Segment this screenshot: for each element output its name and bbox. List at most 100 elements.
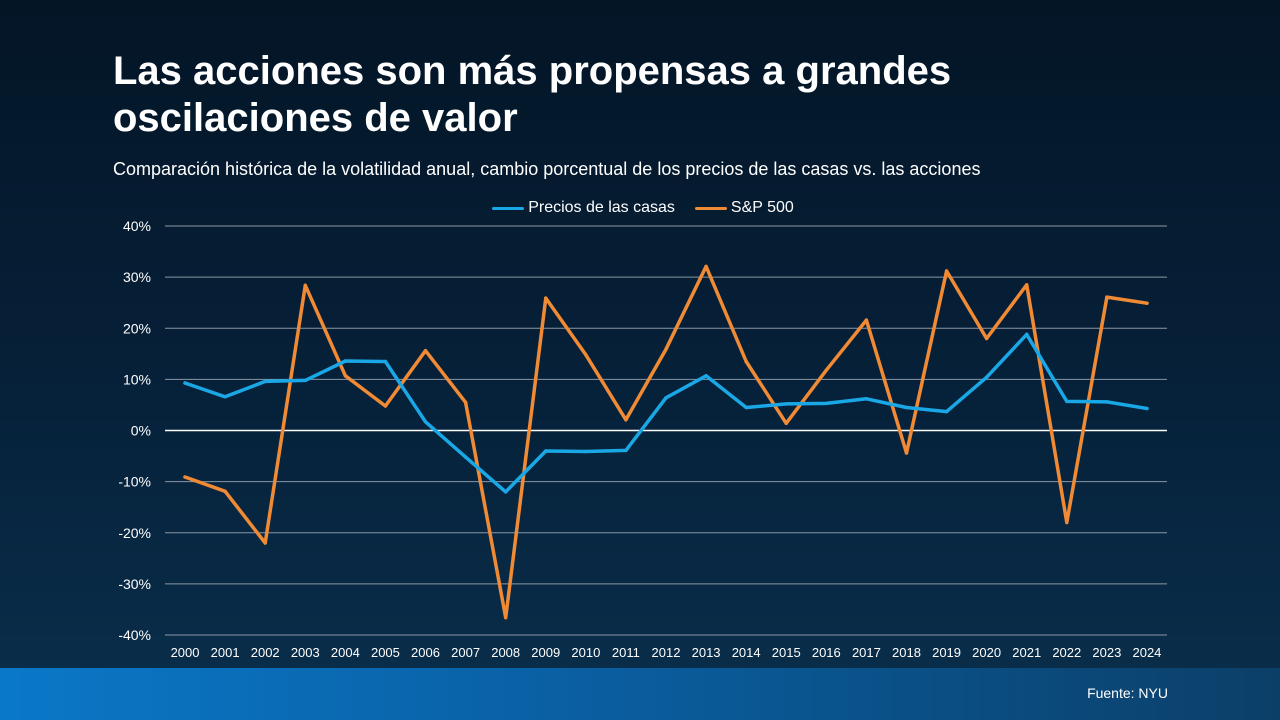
data-point-home-prices [1105, 400, 1109, 404]
data-point-sp500 [704, 264, 708, 269]
data-point-home-prices [864, 397, 869, 401]
y-tick-label: 0% [131, 423, 151, 439]
data-point-sp500 [183, 475, 187, 479]
x-tick-label: 2019 [932, 645, 961, 660]
source-label: Fuente: NYU [1087, 685, 1168, 701]
y-tick-label: 40% [123, 218, 151, 234]
page-title: Las acciones son más propensas a grandes… [113, 49, 952, 140]
legend-label-sp500: S&P 500 [730, 199, 794, 216]
series-line-sp500 [183, 264, 1149, 620]
x-tick-label: 2015 [772, 645, 801, 660]
data-point-home-prices [664, 396, 668, 400]
data-point-home-prices [463, 455, 468, 459]
data-point-sp500 [944, 269, 949, 273]
chart-legend: Precios de las casas S&P 500 [0, 199, 1280, 217]
data-point-home-prices [984, 375, 989, 380]
y-tick-label: -40% [118, 627, 151, 643]
data-point-sp500 [503, 615, 508, 620]
series-layer [183, 264, 1149, 620]
y-tick-label: -30% [118, 576, 151, 592]
x-tick-label: 2014 [732, 645, 761, 660]
data-point-home-prices [1145, 406, 1149, 411]
data-point-sp500 [664, 347, 668, 351]
data-point-sp500 [784, 421, 788, 426]
x-tick-label: 2016 [812, 645, 841, 660]
x-tick-label: 2008 [491, 645, 520, 660]
x-tick-label: 2018 [892, 645, 921, 660]
x-tick-label: 2009 [531, 645, 560, 660]
footer-bar: Fuente: NYU [0, 668, 1280, 720]
data-point-home-prices [944, 409, 949, 414]
x-tick-label: 2020 [972, 645, 1001, 660]
data-point-home-prices [263, 379, 267, 384]
data-point-sp500 [343, 374, 348, 378]
x-tick-label: 2023 [1092, 645, 1121, 660]
x-tick-label: 2024 [1132, 645, 1161, 660]
data-point-home-prices [303, 378, 307, 383]
grid-layer [165, 225, 1167, 636]
data-point-sp500 [303, 283, 307, 288]
x-tick-label: 2022 [1052, 645, 1081, 660]
x-tick-label: 2013 [692, 645, 721, 660]
x-tick-label: 2006 [411, 645, 440, 660]
x-tick-label: 2017 [852, 645, 881, 660]
y-tick-label: 20% [123, 320, 151, 336]
data-point-home-prices [1065, 399, 1069, 404]
x-tick-label: 2011 [612, 645, 640, 660]
legend-label-home-prices: Precios de las casas [528, 199, 675, 216]
x-tick-label: 2001 [211, 645, 240, 660]
data-point-sp500 [223, 489, 227, 494]
y-tick-label: -10% [118, 474, 151, 490]
data-point-sp500 [383, 404, 388, 408]
data-point-home-prices [904, 405, 909, 410]
data-point-home-prices [1025, 332, 1029, 337]
data-point-sp500 [544, 296, 548, 300]
data-point-sp500 [1025, 283, 1029, 287]
data-point-sp500 [984, 336, 989, 341]
data-point-home-prices [584, 449, 588, 454]
x-tick-label: 2010 [571, 645, 600, 660]
data-point-home-prices [624, 448, 628, 453]
x-tick-label: 2012 [652, 645, 681, 660]
data-point-home-prices [744, 405, 748, 410]
data-point-home-prices [784, 402, 788, 406]
legend-swatch-home-prices [492, 206, 525, 210]
data-point-home-prices [423, 420, 428, 424]
data-point-sp500 [584, 353, 588, 357]
data-point-sp500 [1065, 520, 1069, 525]
data-point-home-prices [503, 490, 508, 494]
line-chart: 40% 30% 20% 10% 0% -10% -20% -30% -40% 2000 2001 2… [118, 218, 1167, 660]
data-point-home-prices [343, 359, 348, 363]
x-tick-label: 2003 [291, 645, 320, 660]
data-point-sp500 [624, 418, 628, 422]
y-tick-label: 10% [123, 371, 151, 387]
legend-swatch-sp500 [694, 206, 727, 210]
chart-subtitle: Comparación histórica de la volatilidad … [113, 159, 981, 179]
data-point-sp500 [1145, 301, 1149, 305]
legend-item-sp500: S&P 500 [694, 199, 794, 217]
x-tick-label: 2000 [171, 645, 200, 660]
x-tick-label: 2002 [251, 645, 280, 660]
data-point-sp500 [1105, 295, 1109, 299]
x-tick-label: 2004 [331, 645, 360, 660]
y-axis-ticks: 40% 30% 20% 10% 0% -10% -20% -30% -40% [118, 218, 151, 643]
data-point-home-prices [223, 395, 227, 399]
series-line-home-prices [183, 332, 1149, 494]
data-point-home-prices [824, 401, 829, 406]
data-point-sp500 [263, 541, 267, 545]
data-point-home-prices [544, 449, 548, 453]
y-tick-label: 30% [123, 269, 151, 285]
data-point-home-prices [383, 359, 388, 364]
y-tick-label: -20% [118, 525, 151, 541]
x-tick-label: 2021 [1012, 645, 1041, 660]
x-axis-ticks: 2000 2001 2002 2003 2004 2005 2006 2007 2008 2009… [171, 645, 1162, 660]
data-point-home-prices [183, 381, 187, 385]
data-point-sp500 [864, 318, 869, 322]
data-point-sp500 [744, 359, 748, 364]
data-point-sp500 [824, 368, 829, 372]
data-point-sp500 [463, 400, 468, 405]
data-point-sp500 [423, 349, 428, 353]
data-point-home-prices [704, 374, 708, 378]
legend-item-home-prices: Precios de las casas [492, 199, 675, 217]
x-tick-label: 2005 [371, 645, 400, 660]
